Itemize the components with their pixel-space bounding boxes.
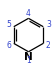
- Text: 4: 4: [26, 9, 30, 18]
- Text: 6: 6: [6, 41, 11, 50]
- Text: 3: 3: [45, 20, 50, 29]
- Text: 5: 5: [6, 20, 11, 29]
- Text: 2: 2: [45, 41, 50, 50]
- Text: N: N: [24, 52, 32, 62]
- Text: 1: 1: [26, 56, 30, 65]
